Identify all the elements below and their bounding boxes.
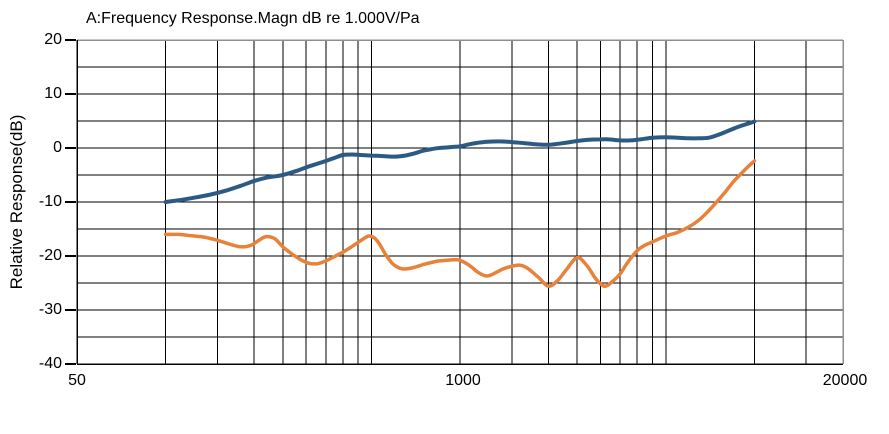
y-tick-label-20: 20 bbox=[44, 31, 62, 48]
x-tick-label-50: 50 bbox=[68, 372, 86, 389]
y-tick-label-0: 0 bbox=[53, 139, 62, 156]
y-tick-label-neg10: -10 bbox=[38, 193, 62, 210]
lower-response-curve bbox=[163, 159, 757, 288]
y-tick-label-10: 10 bbox=[44, 85, 62, 102]
x-tick-label-1000: 1000 bbox=[445, 372, 481, 389]
y-tick-label-neg20: -20 bbox=[38, 247, 62, 264]
x-tick-label-20000: 20000 bbox=[822, 372, 868, 389]
upper-response-curve bbox=[163, 119, 757, 204]
y-tick-label-neg40: -40 bbox=[38, 355, 62, 372]
chart-title: A:Frequency Response.Magn dB re 1.000V/P… bbox=[86, 10, 420, 27]
y-tick-label-neg30: -30 bbox=[38, 301, 62, 318]
